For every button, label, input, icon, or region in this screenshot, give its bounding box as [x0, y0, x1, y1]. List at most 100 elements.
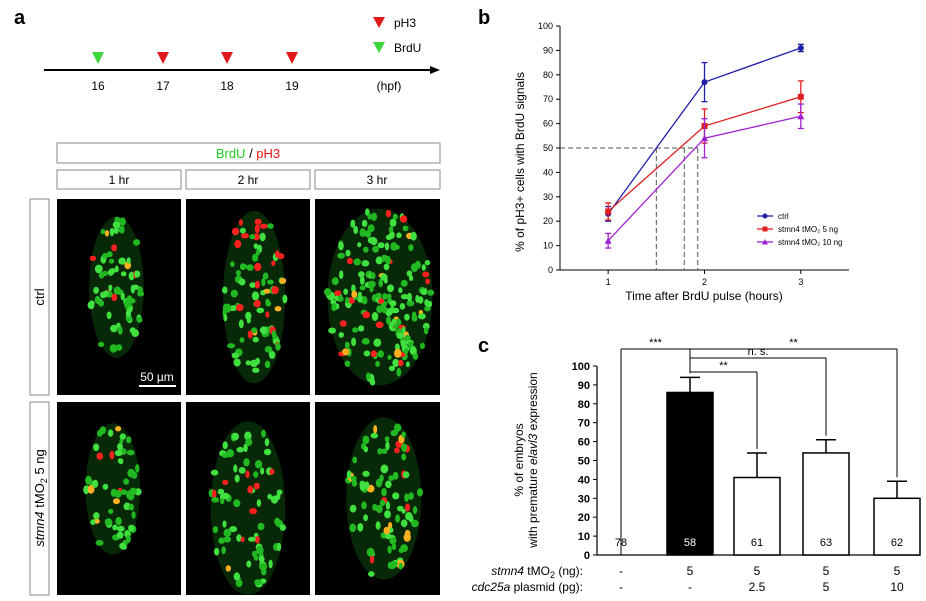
ph3-cell	[271, 286, 279, 295]
ph3-cell	[111, 244, 117, 252]
brdu-cell	[399, 303, 406, 310]
brdu-cell	[223, 314, 228, 322]
chart-c-treatment-value: 5	[687, 564, 694, 578]
chart-c-treatment-value: -	[688, 580, 692, 594]
brdu-cell	[404, 348, 409, 354]
brdu-cell	[371, 312, 379, 321]
brdu-cell	[255, 249, 261, 256]
brdu-cell	[384, 510, 391, 519]
ph3-cell	[342, 348, 350, 356]
brdu-cell	[418, 313, 426, 320]
brdu-cell	[93, 443, 100, 452]
brdu-cell	[384, 242, 390, 251]
brdu-cell	[243, 458, 250, 467]
ph3-cell	[375, 321, 384, 328]
ph3-cell	[253, 482, 260, 490]
brdu-cell	[238, 319, 244, 329]
brdu-cell	[267, 279, 274, 285]
brdu-cell	[258, 555, 265, 563]
brdu-cell	[113, 286, 122, 295]
micrograph-tile	[315, 199, 440, 395]
brdu-cell	[222, 441, 228, 450]
chart-b-legend-marker	[762, 226, 768, 232]
legend-ph3-label: pH3	[394, 16, 416, 30]
brdu-cell	[117, 458, 123, 464]
stain-header-ph3: pH3	[256, 146, 280, 161]
brdu-cell	[417, 296, 424, 304]
brdu-cell	[362, 470, 370, 477]
brdu-cell	[381, 448, 388, 454]
brdu-cell	[387, 284, 394, 293]
ph3-cell	[89, 255, 97, 261]
brdu-cell	[411, 314, 418, 322]
brdu-cell	[277, 542, 282, 552]
brdu-cell	[110, 324, 118, 333]
brdu-cell	[324, 288, 332, 296]
brdu-cell	[359, 276, 365, 285]
brdu-cell	[401, 453, 407, 461]
brdu-cell	[410, 231, 417, 241]
chart-c-bar	[733, 476, 781, 556]
chart-b: 0 10 20 30 40 50 60 70 80 90 100 1 2 3 ctrl stmn4 tMO₂ …	[538, 21, 849, 287]
brdu-cell	[378, 278, 384, 288]
brdu-cell	[377, 350, 384, 358]
brdu-cell	[108, 284, 113, 291]
brdu-cell	[137, 291, 145, 297]
brdu-cell	[362, 435, 370, 445]
brdu-cell	[279, 524, 286, 531]
ph3-cell	[394, 348, 402, 358]
ph3-cell	[346, 257, 353, 265]
brdu-cell	[252, 550, 258, 558]
brdu-cell	[376, 305, 383, 314]
brdu-cell	[134, 270, 141, 278]
chart-b-xlabel: Time after BrdU pulse (hours)	[625, 289, 783, 303]
ph3-cell	[378, 298, 385, 304]
stain-header-box	[56, 142, 441, 164]
chart-b-legend-label: stmn4 tMO₂ 5 ng	[778, 225, 838, 234]
brdu-cell	[259, 232, 266, 242]
brdu-cell	[369, 378, 376, 386]
brdu-cell	[381, 488, 387, 497]
brdu-cell	[351, 337, 357, 347]
chart-b-y-tick-label: 100	[538, 21, 553, 31]
panel-a: a 16 17 18 19 (hpf) pH3 BrdU BrdU / pH3 …	[14, 7, 441, 596]
brdu-cell	[420, 342, 425, 349]
row-box-ctrl	[29, 198, 50, 396]
brdu-cell	[357, 523, 364, 532]
brdu-cell	[383, 263, 390, 271]
chart-c-bar	[802, 452, 850, 556]
brdu-cell	[352, 456, 358, 464]
chart-c-y-tick-label: 40	[578, 474, 590, 486]
brdu-cell	[363, 246, 369, 253]
brdu-cell	[256, 499, 262, 507]
brdu-cell	[392, 213, 398, 220]
ph3-cell	[211, 489, 217, 499]
chart-b-y-tick-label: 90	[543, 45, 553, 55]
brdu-cell	[115, 344, 123, 351]
treatment-stmn4-tail: (ng):	[555, 564, 583, 578]
brdu-cell	[264, 346, 273, 353]
brdu-cell	[377, 242, 385, 249]
chart-c-y-tick-label: 80	[578, 399, 590, 411]
brdu-cell	[252, 367, 260, 373]
chart-b-y-tick-label: 0	[548, 265, 553, 275]
brdu-cell	[389, 537, 397, 545]
ph3-cell	[254, 536, 260, 544]
ph3-cell	[254, 262, 262, 272]
brdu-cell	[386, 293, 392, 300]
brdu-cell	[120, 271, 127, 277]
chart-c-y-tick-label: 50	[578, 456, 590, 468]
brdu-cell	[400, 519, 408, 528]
chart-b-point	[605, 208, 612, 215]
ph3-cell	[254, 280, 260, 289]
brdu-cell	[136, 316, 143, 323]
brdu-cell	[361, 219, 368, 227]
brdu-cell	[239, 337, 245, 343]
brdu-cell	[270, 495, 279, 504]
brdu-cell	[110, 488, 118, 497]
ph3-cell	[238, 219, 243, 226]
timeline-marker-ph3-17	[157, 52, 169, 64]
ph3-cell	[222, 479, 229, 486]
brdu-cell	[410, 519, 419, 528]
brdu-cell	[238, 467, 246, 474]
